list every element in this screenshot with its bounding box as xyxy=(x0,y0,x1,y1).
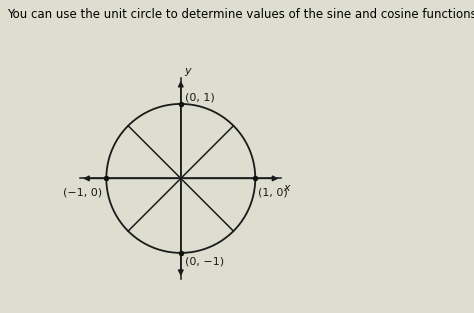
Text: (0, −1): (0, −1) xyxy=(185,257,224,267)
Text: (−1, 0): (−1, 0) xyxy=(63,187,102,198)
Text: y: y xyxy=(184,66,191,76)
Text: You can use the unit circle to determine values of the sine and cosine functions: You can use the unit circle to determine… xyxy=(7,8,474,21)
Text: (1, 0): (1, 0) xyxy=(258,187,288,198)
Text: x: x xyxy=(283,183,290,193)
Text: (0, 1): (0, 1) xyxy=(185,92,215,102)
